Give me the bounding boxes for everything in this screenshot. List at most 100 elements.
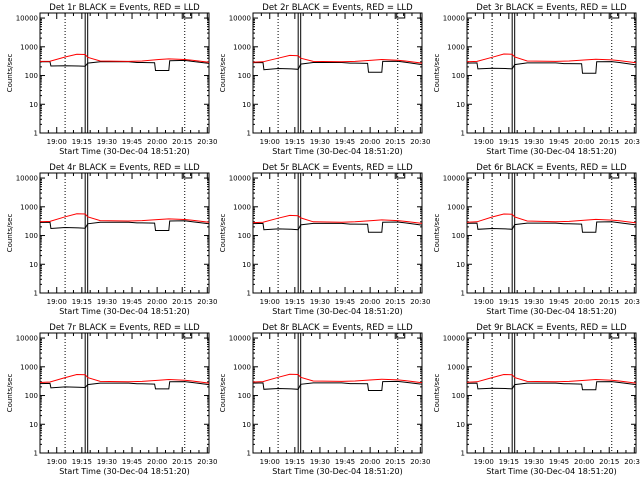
lld-series-line	[252, 214, 423, 224]
x-tick-label: 19:45	[122, 458, 142, 466]
events-series-line	[252, 60, 423, 73]
y-axis-label: Counts/sec	[433, 374, 441, 413]
x-tick-label: 19:15	[285, 138, 305, 146]
plot-frame	[252, 332, 423, 454]
lld-series-line	[252, 54, 423, 64]
y-tick-label: 10	[456, 101, 465, 109]
notch-marker	[396, 173, 406, 179]
y-axis-label: Counts/sec	[6, 374, 14, 413]
panel-det-7: Det 7r BLACK = Events, RED = LLD Counts/s…	[6, 323, 217, 476]
plot-frame	[466, 12, 637, 134]
events-series-line	[252, 221, 423, 233]
y-axis-label: Counts/sec	[433, 54, 441, 93]
x-tick-label: 19:30	[97, 458, 117, 466]
x-tick-label: 19:00	[260, 458, 280, 466]
y-axis-label: Counts/sec	[6, 54, 14, 93]
x-tick-label: 19:15	[285, 298, 305, 306]
y-tick-label: 1	[34, 450, 38, 458]
x-tick-label: 19:00	[47, 298, 67, 306]
x-tick-label: 19:45	[335, 458, 355, 466]
lld-series-line	[466, 213, 637, 224]
panel-title: Det 4r BLACK = Events, RED = LLD	[49, 163, 200, 173]
x-tick-label: 19:15	[72, 138, 92, 146]
plot-frame	[39, 332, 210, 454]
y-tick-label: 1000	[447, 203, 465, 211]
x-axis-label: Start Time (30-Dec-04 18:51:20)	[272, 467, 403, 476]
y-tick-label: 10000	[229, 15, 251, 23]
x-axis-label: Start Time (30-Dec-04 18:51:20)	[59, 147, 190, 156]
y-axis-label: Counts/sec	[219, 374, 227, 413]
x-tick-label: 20:00	[360, 298, 380, 306]
y-tick-label: 1000	[20, 203, 38, 211]
events-series-line	[466, 61, 637, 74]
x-tick-label: 19:30	[310, 458, 330, 466]
y-tick-label: 10000	[16, 15, 38, 23]
y-tick-label: 1	[461, 130, 465, 138]
x-tick-label: 20:00	[147, 458, 167, 466]
y-tick-label: 1	[34, 290, 38, 298]
x-tick-label: 19:45	[549, 138, 569, 146]
y-tick-label: 10000	[16, 335, 38, 343]
y-tick-label: 1000	[20, 43, 38, 51]
x-tick-label: 20:00	[360, 458, 380, 466]
x-tick-label: 20:15	[599, 298, 619, 306]
y-tick-label: 1	[34, 130, 38, 138]
x-axis-label: Start Time (30-Dec-04 18:51:20)	[59, 467, 190, 476]
x-tick-label: 20:15	[385, 138, 405, 146]
y-tick-label: 1	[247, 290, 251, 298]
y-tick-label: 10000	[229, 335, 251, 343]
y-tick-label: 1000	[233, 43, 251, 51]
x-tick-label: 19:30	[524, 138, 544, 146]
x-tick-label: 20:30	[624, 298, 640, 306]
y-axis-label: Counts/sec	[219, 54, 227, 93]
x-tick-label: 19:00	[474, 138, 494, 146]
x-axis-label: Start Time (30-Dec-04 18:51:20)	[486, 307, 617, 316]
y-tick-label: 10	[456, 261, 465, 269]
y-axis-label: Counts/sec	[6, 214, 14, 253]
x-tick-label: 19:15	[72, 458, 92, 466]
x-tick-label: 20:15	[172, 298, 192, 306]
y-tick-label: 100	[238, 232, 251, 240]
events-series-line	[40, 59, 210, 71]
x-tick-label: 20:15	[385, 458, 405, 466]
x-tick-label: 20:00	[147, 138, 167, 146]
y-tick-label: 10	[29, 101, 38, 109]
events-series-line	[39, 381, 210, 390]
x-tick-label: 19:00	[47, 138, 67, 146]
notch-marker	[183, 333, 193, 339]
y-tick-label: 100	[25, 392, 38, 400]
x-tick-label: 20:30	[197, 138, 217, 146]
events-series-line	[466, 381, 637, 391]
y-tick-label: 10000	[443, 15, 465, 23]
y-tick-label: 10	[456, 421, 465, 429]
panel-title: Det 8r BLACK = Events, RED = LLD	[262, 323, 413, 333]
y-tick-label: 100	[25, 232, 38, 240]
y-tick-label: 1	[461, 450, 465, 458]
y-tick-label: 1000	[233, 363, 251, 371]
x-tick-label: 20:00	[574, 458, 594, 466]
y-tick-label: 10	[242, 421, 251, 429]
plot-frame	[252, 172, 423, 294]
y-tick-label: 10	[242, 101, 251, 109]
panel-det-6: Det 6r BLACK = Events, RED = LLD Counts/s…	[433, 163, 640, 316]
panel-title: Det 2r BLACK = Events, RED = LLD	[262, 3, 413, 13]
x-tick-label: 20:30	[624, 138, 640, 146]
plot-frame	[466, 172, 637, 294]
plot-frame	[252, 12, 423, 134]
y-tick-label: 100	[452, 72, 465, 80]
y-tick-label: 10000	[16, 175, 38, 183]
y-tick-label: 1000	[233, 203, 251, 211]
x-tick-label: 20:30	[197, 298, 217, 306]
y-tick-label: 1000	[447, 363, 465, 371]
y-tick-label: 100	[238, 392, 251, 400]
events-series-line	[466, 221, 637, 233]
x-tick-label: 20:30	[410, 138, 430, 146]
x-tick-label: 19:45	[335, 298, 355, 306]
events-series-line	[252, 380, 423, 391]
x-tick-label: 19:45	[335, 138, 355, 146]
x-tick-label: 19:30	[97, 298, 117, 306]
y-tick-label: 10	[29, 261, 38, 269]
panel-title: Det 5r BLACK = Events, RED = LLD	[262, 163, 413, 173]
x-tick-label: 19:15	[499, 298, 519, 306]
